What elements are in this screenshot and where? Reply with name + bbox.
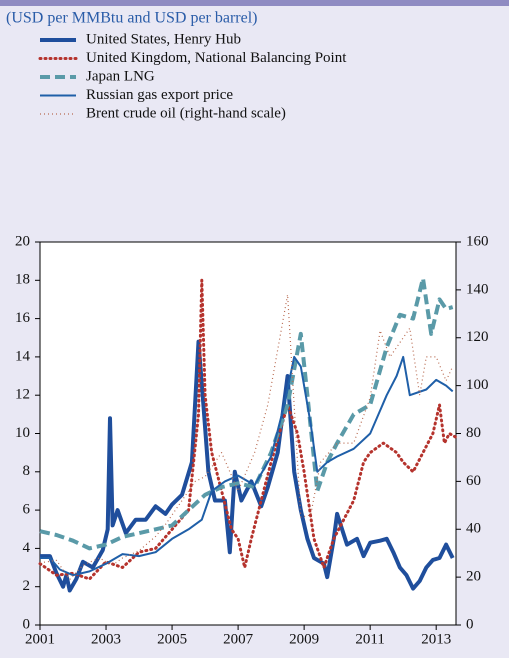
y-tick-label: 8 (23, 463, 31, 479)
y-tick-label: 12 (15, 387, 30, 403)
y2-tick-label: 140 (466, 281, 489, 297)
x-tick-label: 2003 (91, 631, 121, 647)
y2-tick-label: 0 (466, 616, 474, 632)
y-tick-label: 20 (15, 233, 30, 249)
y2-tick-label: 80 (466, 425, 481, 441)
y2-tick-label: 20 (466, 569, 481, 585)
y2-tick-label: 160 (466, 233, 489, 249)
legend-label: United States, Henry Hub (86, 31, 241, 47)
series-line (39, 276, 454, 551)
x-tick-label: 2005 (157, 631, 187, 647)
top-band (0, 0, 509, 6)
y-tick-label: 2 (23, 578, 31, 594)
x-tick-label: 2007 (223, 631, 254, 647)
y2-tick-label: 60 (466, 473, 481, 489)
legend-label: Brent crude oil (right-hand scale) (86, 105, 286, 121)
series-line (38, 278, 458, 581)
series-line (40, 339, 455, 593)
y-tick-label: 6 (23, 502, 31, 518)
legend-label: Japan LNG (86, 68, 155, 84)
y2-tick-label: 100 (466, 377, 489, 393)
y-tick-label: 0 (23, 616, 31, 632)
legend-label: United Kingdom, National Balancing Point (86, 50, 347, 66)
x-tick-label: 2011 (355, 631, 384, 647)
y-tick-label: 18 (15, 272, 30, 288)
series-line (40, 355, 454, 577)
y2-tick-label: 40 (466, 521, 481, 537)
x-tick-label: 2013 (421, 631, 451, 647)
y-tick-label: 4 (23, 540, 31, 556)
x-tick-label: 2009 (289, 631, 319, 647)
subtitle: (USD per MMBtu and USD per barrel) (6, 10, 258, 27)
x-tick-label: 2001 (25, 631, 55, 647)
y-tick-label: 14 (15, 348, 31, 364)
series-line (39, 294, 454, 581)
y-tick-label: 10 (15, 425, 30, 441)
y-tick-label: 16 (15, 310, 31, 326)
y2-tick-label: 120 (466, 329, 489, 345)
legend-label: Russian gas export price (86, 87, 233, 103)
